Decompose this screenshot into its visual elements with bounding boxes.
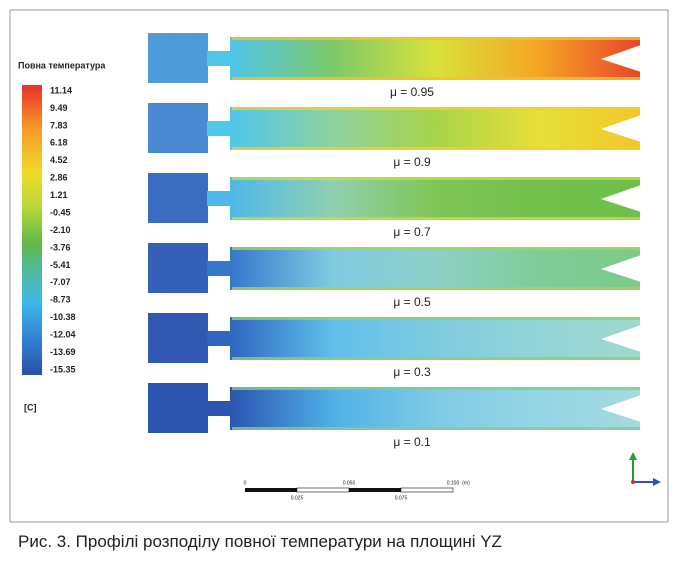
scale-unit: (m) [462,480,470,486]
scale-label: 0.050 [343,480,356,486]
panel-label: μ = 0.3 [393,365,431,379]
channel-edge [232,317,640,320]
colorbar [22,85,42,375]
colorbar-tick-label: 9.49 [50,103,68,113]
channel [230,387,640,430]
channel-edge [232,77,640,80]
channel-edge [232,147,640,150]
colorbar-tick-label: -0.45 [50,207,71,217]
channel-edge [232,217,640,220]
colorbar-tick-label: 1.21 [50,190,68,200]
channel [230,177,640,220]
inlet-neck [207,401,232,416]
contour-panel: μ = 0.7 [148,173,641,239]
outlet-notch [601,255,641,282]
inlet-neck [207,51,232,66]
channel-edge [232,107,640,110]
legend-title: Повна температура [18,60,106,70]
colorbar-tick-label: 2.86 [50,173,68,183]
inlet-block [148,33,208,83]
scale-label: 0.025 [291,495,304,501]
axes-triad [629,452,661,486]
panel-label: μ = 0.1 [393,435,431,449]
contour-panel: μ = 0.1 [148,383,641,449]
contour-panel: μ = 0.3 [148,313,641,379]
outlet-notch [601,45,641,72]
channel [230,247,640,290]
colorbar-tick-label: -13.69 [50,347,76,357]
channel-edge [232,427,640,430]
contour-panel: μ = 0.9 [148,103,641,169]
contour-panel: μ = 0.5 [148,243,641,309]
colorbar-tick-label: -12.04 [50,330,76,340]
colorbar-tick-label: -7.07 [50,277,71,287]
caption: Рис. 3. Профілі розподілу повної темпера… [18,532,502,551]
inlet-block [148,103,208,153]
channel [230,317,640,360]
contour-panel: μ = 0.95 [148,33,641,99]
channel-edge [232,247,640,250]
scale-bar: 0 0.050 0.100 (m) 0.025 0.075 [244,480,470,501]
channel-edge [232,287,640,290]
legend-unit: [C] [24,402,37,412]
channel [230,107,640,150]
colorbar-tick-label: 6.18 [50,138,68,148]
inlet-block [148,383,208,433]
panel-label: μ = 0.5 [393,295,431,309]
outlet-notch [601,115,641,142]
colorbar-tick-label: -8.73 [50,295,71,305]
scale-label: 0.100 [447,480,460,486]
colorbar-tick-label: 11.14 [50,85,72,95]
scale-label: 0 [244,480,247,486]
channel-edge [232,37,640,40]
channel-edge [232,387,640,390]
channel-edge [232,177,640,180]
channel-edge [232,357,640,360]
inlet-block [148,313,208,363]
outlet-notch [601,185,641,212]
colorbar-tick-label: -15.35 [50,364,76,374]
inlet-neck [207,121,232,136]
colorbar-tick-label: -10.38 [50,312,76,322]
outlet-notch [601,395,641,422]
inlet-neck [207,191,232,206]
inlet-neck [207,331,232,346]
inlet-block [148,243,208,293]
panel-label: μ = 0.95 [390,85,434,99]
inlet-block [148,173,208,223]
channel [230,37,640,80]
colorbar-tick-label: 7.83 [50,120,68,130]
colorbar-tick-label: -2.10 [50,225,71,235]
panel-label: μ = 0.7 [393,225,431,239]
colorbar-tick-label: -3.76 [50,242,71,252]
colorbar-tick-label: -5.41 [50,260,71,270]
scale-label: 0.075 [395,495,408,501]
panel-label: μ = 0.9 [393,155,431,169]
outlet-notch [601,325,641,352]
inlet-neck [207,261,232,276]
colorbar-tick-label: 4.52 [50,155,68,165]
